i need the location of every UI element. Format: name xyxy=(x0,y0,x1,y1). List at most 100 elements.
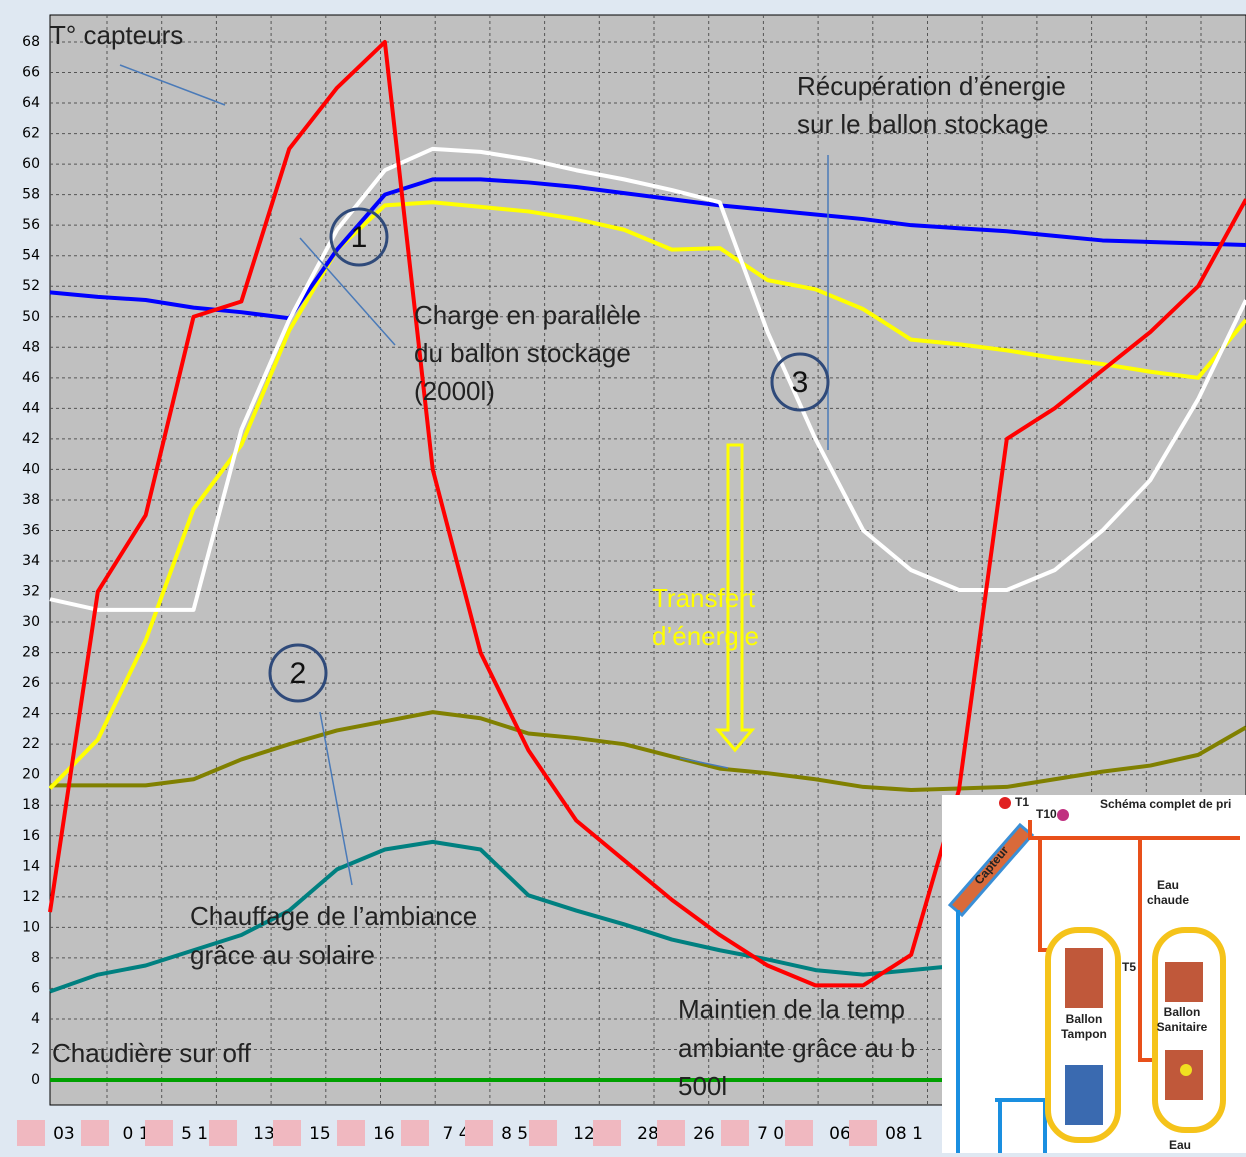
y-tick-label: 4 xyxy=(31,1011,40,1027)
x-label-bg xyxy=(337,1120,365,1146)
y-tick-label: 52 xyxy=(22,278,40,294)
annotation: (2000l) xyxy=(414,376,495,406)
x-label-bg xyxy=(81,1120,109,1146)
x-tick-label: 7 4 xyxy=(442,1124,469,1144)
sensor xyxy=(1180,1064,1192,1076)
y-tick-label: 64 xyxy=(22,95,40,111)
y-tick-label: 14 xyxy=(22,858,40,874)
x-label-bg xyxy=(785,1120,813,1146)
x-label-bg xyxy=(529,1120,557,1146)
x-tick-label: 08 1 xyxy=(885,1124,923,1144)
inset-label: T1 xyxy=(1015,795,1029,809)
marker-circle xyxy=(770,352,830,412)
y-tick-label: 10 xyxy=(22,919,40,935)
y-tick-label: 32 xyxy=(22,584,40,600)
series-line xyxy=(48,40,1246,988)
y-tick-label: 22 xyxy=(22,736,40,752)
y-tick-label: 60 xyxy=(22,156,40,172)
series-line xyxy=(48,200,1246,790)
annotation: 500l xyxy=(678,1071,727,1101)
inset-title: Schéma complet de pri xyxy=(1100,797,1231,811)
y-tick-label: 56 xyxy=(22,217,40,233)
x-tick-label: 0 1 xyxy=(122,1124,149,1144)
y-tick-label: 0 xyxy=(31,1072,40,1088)
y-tick-label: 18 xyxy=(22,797,40,813)
inset-label: T10 xyxy=(1036,807,1057,821)
y-tick-label: 58 xyxy=(22,187,40,203)
inset-label: Eau xyxy=(1169,1138,1191,1152)
series-line xyxy=(49,839,960,994)
x-tick-label: 13 xyxy=(253,1124,275,1144)
y-tick-label: 30 xyxy=(22,614,40,630)
x-label-bg xyxy=(465,1120,493,1146)
marker-label: 2 xyxy=(290,657,307,690)
y-tick-label: 12 xyxy=(22,889,40,905)
sensor xyxy=(999,797,1011,809)
annotation: d’énergie xyxy=(652,621,759,651)
y-tick-label: 34 xyxy=(22,553,40,569)
y-tick-label: 46 xyxy=(22,370,40,386)
x-tick-label: 06 xyxy=(829,1124,851,1144)
y-tick-label: 40 xyxy=(22,461,40,477)
arrow xyxy=(299,237,396,346)
annotation: Maintien de la temp xyxy=(678,994,905,1024)
arrow xyxy=(679,757,729,769)
x-label-bg xyxy=(17,1120,45,1146)
annotation: ambiante grâce au b xyxy=(678,1033,915,1063)
inset-label: Ballon xyxy=(1066,1012,1103,1026)
inset-label: Ballon xyxy=(1164,1005,1201,1019)
inset-diagram: Schéma complet de pri T1 T10 Capteur Eau… xyxy=(942,795,1246,1153)
annotations: 1 2 3 T° capteurs Récupération d’énergie… xyxy=(50,20,1066,1101)
y-tick-label: 48 xyxy=(22,339,40,355)
y-tick-label: 16 xyxy=(22,828,40,844)
y-tick-label: 42 xyxy=(22,431,40,447)
marker-circle xyxy=(329,207,389,267)
y-tick-label: 44 xyxy=(22,400,40,416)
y-tick-label: 2 xyxy=(31,1041,40,1057)
y-tick-label: 28 xyxy=(22,645,40,661)
x-label-bg xyxy=(657,1120,685,1146)
x-tick-label: 12 xyxy=(573,1124,595,1144)
y-tick-label: 20 xyxy=(22,767,40,783)
sensor xyxy=(1057,809,1069,821)
annotation: Charge en parallèle xyxy=(414,300,641,330)
coil xyxy=(1065,1065,1103,1125)
annotation: T° capteurs xyxy=(50,20,183,50)
arrow xyxy=(119,64,226,106)
inset-label: chaude xyxy=(1147,893,1189,907)
inset-label: T5 xyxy=(1122,960,1136,974)
transfer-arrow xyxy=(714,443,756,753)
annotation: Transfert xyxy=(652,583,756,613)
y-tick-label: 54 xyxy=(22,248,40,264)
series-line xyxy=(50,710,1246,792)
inset-label: Eau xyxy=(1157,878,1179,892)
marker-label: 1 xyxy=(351,221,368,254)
y-tick-label: 24 xyxy=(22,706,40,722)
inset-label: Sanitaire xyxy=(1157,1020,1208,1034)
marker-label: 3 xyxy=(792,366,809,399)
marker-circle xyxy=(268,643,328,703)
y-tick-label: 62 xyxy=(22,126,40,142)
annotation: grâce au solaire xyxy=(190,940,375,970)
y-tick-label: 6 xyxy=(31,980,40,996)
y-tick-label: 36 xyxy=(22,522,40,538)
x-label-bg xyxy=(145,1120,173,1146)
y-tick-label: 66 xyxy=(22,65,40,81)
series-line xyxy=(49,146,1246,612)
inset-label: Tampon xyxy=(1061,1027,1107,1041)
x-tick-label: 28 xyxy=(637,1124,659,1144)
x-label-bg xyxy=(721,1120,749,1146)
annotation: Chaudière sur off xyxy=(52,1038,252,1068)
y-tick-label: 26 xyxy=(22,675,40,691)
annotation: du ballon stockage xyxy=(414,338,631,368)
x-label-bg xyxy=(273,1120,301,1146)
y-tick-label: 38 xyxy=(22,492,40,508)
x-label-bg xyxy=(849,1120,877,1146)
coil xyxy=(1065,948,1103,1008)
annotation: Récupération d’énergie xyxy=(797,71,1066,101)
y-tick-label: 68 xyxy=(22,34,40,50)
pipe xyxy=(1028,820,1240,840)
arrow xyxy=(319,711,353,886)
